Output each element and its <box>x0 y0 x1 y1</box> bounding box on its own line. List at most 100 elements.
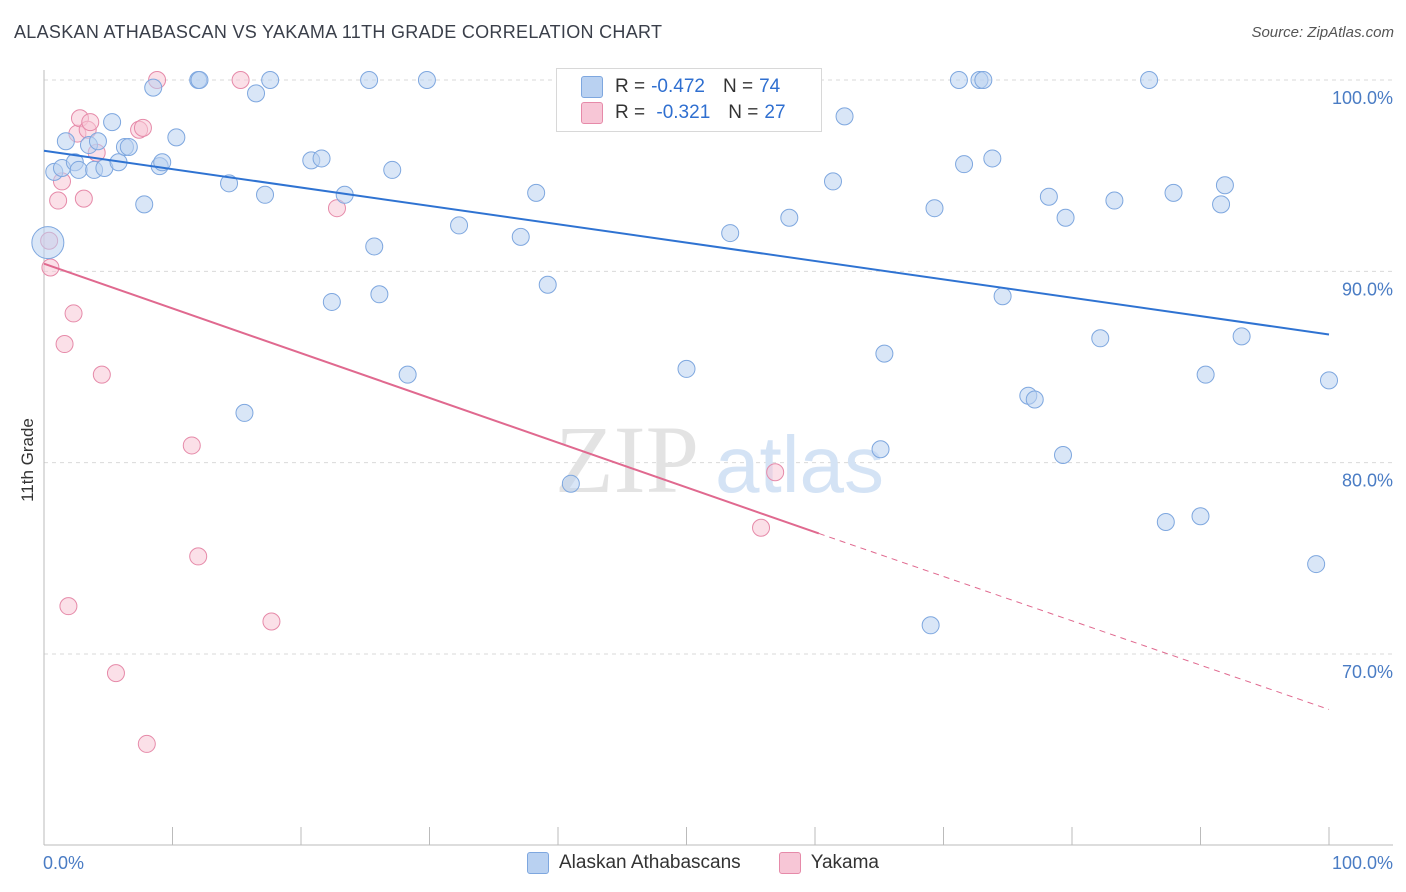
trend-lines <box>43 149 1330 710</box>
data-point-alaskan-athabascans <box>955 155 974 174</box>
data-point-yakama <box>41 258 60 277</box>
data-point-alaskan-athabascans <box>103 113 122 132</box>
data-point-alaskan-athabascans <box>527 183 546 202</box>
data-point-alaskan-athabascans <box>721 224 740 243</box>
chart-source: Source: ZipAtlas.com <box>1251 24 1394 41</box>
watermark-atlas: atlas <box>715 420 884 509</box>
x-tick-label: 0.0% <box>43 853 84 873</box>
legend-n-label: N = <box>728 102 759 123</box>
data-point-alaskan-athabascans <box>31 226 65 260</box>
axes <box>43 70 1393 846</box>
data-point-yakama <box>766 463 785 482</box>
data-point-yakama <box>327 199 346 218</box>
data-point-alaskan-athabascans <box>949 71 968 89</box>
data-point-alaskan-athabascans <box>365 237 384 256</box>
data-point-alaskan-athabascans <box>1307 555 1326 574</box>
data-point-alaskan-athabascans <box>1039 187 1058 206</box>
legend-r-label: R = <box>615 76 646 97</box>
data-point-alaskan-athabascans <box>780 208 799 227</box>
data-point-yakama <box>106 664 125 683</box>
data-point-alaskan-athabascans <box>1320 371 1338 390</box>
data-point-yakama <box>133 118 152 137</box>
data-point-alaskan-athabascans <box>235 403 254 422</box>
data-point-alaskan-athabascans <box>398 365 417 384</box>
y-tick-label: 100.0% <box>1332 88 1393 108</box>
tick-labels: 70.0% 80.0% 90.0% 100.0% 0.0% 100.0% <box>43 88 1393 873</box>
gridlines <box>44 79 1395 655</box>
data-point-alaskan-athabascans <box>1025 390 1044 409</box>
data-point-yakama <box>74 189 93 208</box>
data-point-alaskan-athabascans <box>261 71 280 89</box>
data-point-yakama <box>55 335 74 354</box>
trend-line-yakama-extension <box>818 532 1330 710</box>
data-point-yakama <box>752 518 771 537</box>
data-point-alaskan-athabascans <box>1140 71 1159 89</box>
watermark-zip: ZIP <box>555 406 699 513</box>
data-point-alaskan-athabascans <box>370 285 389 304</box>
legend-swatch-blue <box>527 852 549 874</box>
data-point-alaskan-athabascans <box>247 84 266 103</box>
watermark: ZIP atlas <box>555 406 884 513</box>
data-point-alaskan-athabascans <box>925 199 944 218</box>
data-point-yakama <box>262 612 281 631</box>
data-point-alaskan-athabascans <box>417 71 436 89</box>
legend-n-label: N = <box>722 76 754 97</box>
data-point-alaskan-athabascans <box>993 287 1012 306</box>
data-point-alaskan-athabascans <box>921 616 940 635</box>
data-point-alaskan-athabascans <box>974 71 993 89</box>
data-point-alaskan-athabascans <box>561 474 580 493</box>
y-tick-label: 90.0% <box>1342 279 1393 299</box>
data-point-alaskan-athabascans <box>144 78 163 97</box>
data-point-alaskan-athabascans <box>835 107 854 126</box>
data-point-alaskan-athabascans <box>871 440 890 459</box>
data-point-alaskan-athabascans <box>538 275 557 294</box>
data-point-yakama <box>92 365 111 384</box>
data-point-alaskan-athabascans <box>1091 329 1110 348</box>
data-point-alaskan-athabascans <box>383 160 402 179</box>
chart-title: ALASKAN ATHABASCAN VS YAKAMA 11TH GRADE … <box>14 22 663 42</box>
data-point-alaskan-athabascans <box>135 195 154 214</box>
legend-label: Alaskan Athabascans <box>559 852 741 873</box>
data-point-alaskan-athabascans <box>511 227 530 246</box>
data-point-alaskan-athabascans <box>119 137 138 156</box>
data-point-yakama <box>59 597 78 616</box>
data-point-yakama <box>189 547 208 566</box>
data-point-alaskan-athabascans <box>677 359 696 378</box>
data-point-alaskan-athabascans <box>875 344 894 363</box>
legend-swatch-pink <box>581 102 603 124</box>
data-point-alaskan-athabascans <box>88 132 107 151</box>
data-point-alaskan-athabascans <box>1105 191 1124 210</box>
legend-item-alaskan-athabascans: Alaskan Athabascans <box>527 852 741 874</box>
data-point-alaskan-athabascans <box>1215 176 1234 195</box>
data-point-yakama <box>49 191 68 210</box>
legend-row-pink: R = -0.321 N = 27 <box>581 101 786 125</box>
legend-r-label: R = <box>615 102 646 123</box>
data-point-yakama <box>182 436 201 455</box>
data-point-alaskan-athabascans <box>220 174 239 193</box>
trend-line-yakama <box>43 262 820 535</box>
legend-swatch-pink <box>778 852 801 874</box>
data-point-alaskan-athabascans <box>56 132 75 151</box>
data-point-alaskan-athabascans <box>167 128 186 147</box>
legend-r-value: -0.321 <box>651 102 711 123</box>
series-yakama <box>40 71 785 753</box>
legend-n-value: 27 <box>764 102 786 123</box>
data-point-alaskan-athabascans <box>256 185 275 204</box>
data-point-alaskan-athabascans <box>1191 507 1210 526</box>
data-point-yakama <box>81 113 100 132</box>
data-point-alaskan-athabascans <box>983 149 1002 168</box>
data-point-alaskan-athabascans <box>1056 208 1075 227</box>
series-alaskan-athabascans <box>31 71 1338 635</box>
legend-r-value: -0.472 <box>651 76 705 97</box>
data-point-alaskan-athabascans <box>190 71 209 89</box>
data-point-alaskan-athabascans <box>1164 183 1183 202</box>
data-point-alaskan-athabascans <box>1232 327 1251 346</box>
series-legend: Alaskan Athabascans Yakama <box>0 852 1406 874</box>
x-tick-label: 100.0% <box>1332 853 1393 873</box>
data-point-alaskan-athabascans <box>1054 446 1073 465</box>
legend-item-yakama: Yakama <box>778 852 879 874</box>
data-point-alaskan-athabascans <box>69 160 88 179</box>
data-point-alaskan-athabascans <box>450 216 469 235</box>
trend-line-alaskan-athabascans <box>43 149 1330 336</box>
